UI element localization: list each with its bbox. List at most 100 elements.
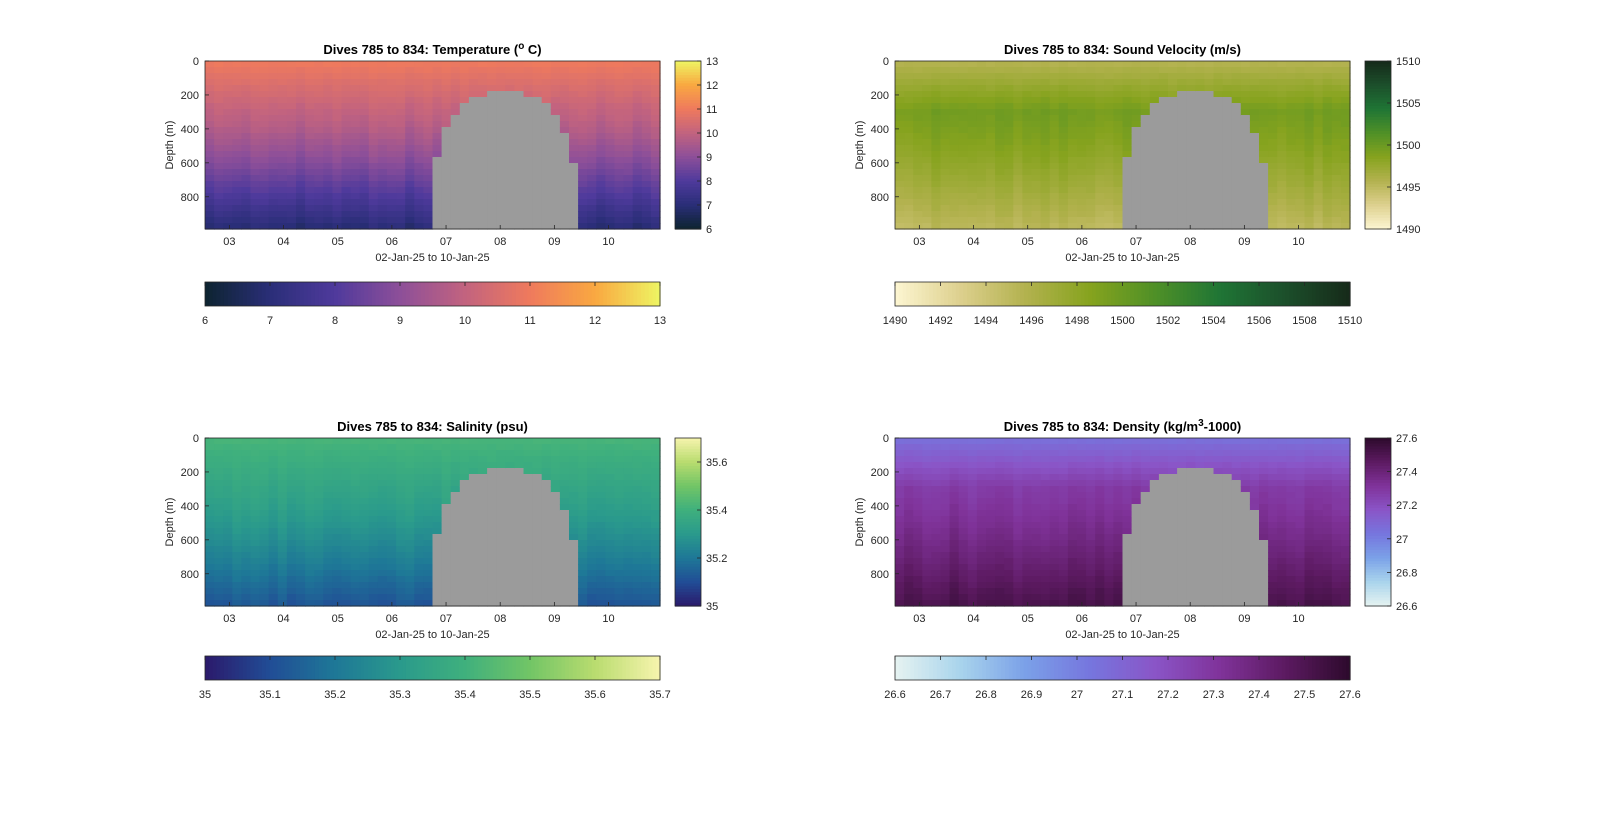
heatmap-cell <box>904 456 914 463</box>
heatmap-cell <box>587 139 597 146</box>
heatmap-cell <box>559 486 570 493</box>
heatmap-cell <box>1095 97 1105 104</box>
heatmap-cell <box>1186 151 1196 158</box>
heatmap-cell <box>1277 73 1287 80</box>
heatmap-cell <box>487 79 497 86</box>
heatmap-cell <box>323 492 333 499</box>
heatmap-cell <box>1286 91 1296 98</box>
heatmap-cell <box>459 121 470 128</box>
heatmap-cell <box>459 199 470 206</box>
heatmap-cell <box>205 516 215 523</box>
heatmap-cell <box>1204 181 1215 188</box>
heatmap-cell <box>1286 127 1296 134</box>
heatmap-cell <box>605 115 616 122</box>
heatmap-cell <box>286 163 297 170</box>
colorbar-segment <box>527 656 532 680</box>
heatmap-cell <box>632 522 643 529</box>
heatmap-cell <box>232 157 242 164</box>
heatmap-cell <box>1204 157 1215 164</box>
heatmap-cell <box>1040 199 1051 206</box>
heatmap-cell <box>232 133 242 140</box>
heatmap-cell <box>1186 139 1196 146</box>
heatmap-cell <box>468 462 479 469</box>
heatmap-cell <box>523 85 534 92</box>
heatmap-cell <box>541 133 552 140</box>
heatmap-cell <box>650 151 661 158</box>
heatmap-cell <box>250 151 261 158</box>
colorbar-segment <box>390 282 396 306</box>
heatmap-cell <box>614 91 625 98</box>
heatmap-cell <box>405 504 415 511</box>
heatmap-cell <box>450 564 461 571</box>
colorbar-segment <box>1039 282 1044 306</box>
heatmap-cell <box>314 145 324 152</box>
heatmap-cell <box>1067 187 1078 194</box>
heatmap-cell <box>432 67 443 74</box>
heatmap-cell <box>305 151 315 158</box>
heatmap-cell <box>949 175 960 182</box>
heatmap-cell <box>596 79 606 86</box>
heatmap-cell <box>940 181 951 188</box>
heatmap-cell <box>614 540 625 547</box>
heatmap-cell <box>569 61 579 68</box>
heatmap-cell <box>268 151 279 158</box>
heatmap-cell <box>296 73 306 80</box>
heatmap-cell <box>350 163 361 170</box>
heatmap-cell <box>587 127 597 134</box>
x-tick-label: 06 <box>386 613 398 625</box>
heatmap-cell <box>268 61 279 68</box>
heatmap-cell <box>323 205 333 212</box>
heatmap-cell <box>214 594 224 601</box>
heatmap-cell <box>314 73 324 80</box>
heatmap-cell <box>350 97 361 104</box>
heatmap-cell <box>359 564 370 571</box>
heatmap-cell <box>1122 199 1133 206</box>
colorbar-segment <box>242 656 248 680</box>
heatmap-cell <box>623 187 634 194</box>
heatmap-cell <box>596 175 606 182</box>
heatmap-cell <box>323 97 333 104</box>
colorbar-segment <box>675 226 701 230</box>
heatmap-cell <box>1013 85 1023 92</box>
heatmap-cell <box>432 456 443 463</box>
colorbar-segment <box>587 656 593 680</box>
colorbar-segment <box>1365 103 1391 107</box>
heatmap-cell <box>341 217 352 224</box>
heatmap-cell <box>605 510 616 517</box>
heatmap-cell <box>332 163 343 170</box>
heatmap-cell <box>377 540 388 547</box>
heatmap-cell <box>205 492 215 499</box>
heatmap-cell <box>1004 139 1014 146</box>
heatmap-cell <box>895 73 905 80</box>
heatmap-cell <box>1331 145 1342 152</box>
heatmap-cell <box>1013 91 1023 98</box>
heatmap-cell <box>650 456 661 463</box>
heatmap-cell <box>1113 103 1124 110</box>
heatmap-cell <box>1158 103 1169 110</box>
colorbar-segment <box>675 63 701 68</box>
heatmap-cell <box>441 127 452 134</box>
colorbar-segment <box>466 282 472 306</box>
heatmap-cell <box>1140 79 1151 86</box>
heatmap-cell <box>1040 139 1051 146</box>
heatmap-cell <box>995 157 1005 164</box>
heatmap-cell <box>205 450 215 457</box>
heatmap-cell <box>359 480 370 487</box>
colorbar-segment <box>675 156 701 160</box>
heatmap-cell <box>450 109 461 116</box>
heatmap-cell <box>250 163 261 170</box>
heatmap-cell <box>940 223 951 230</box>
colorbar-segment <box>223 656 229 680</box>
heatmap-cell <box>550 570 561 577</box>
colorbar-segment <box>675 175 701 180</box>
heatmap-cell <box>468 552 479 559</box>
heatmap-cell <box>323 133 333 140</box>
heatmap-cell <box>1249 85 1260 92</box>
heatmap-cell <box>1113 61 1124 68</box>
heatmap-cell <box>296 600 306 607</box>
heatmap-cell <box>623 145 634 152</box>
heatmap-cell <box>286 540 297 547</box>
heatmap-cell <box>559 193 570 200</box>
heatmap-cell <box>967 121 978 128</box>
heatmap-cell <box>523 91 534 98</box>
